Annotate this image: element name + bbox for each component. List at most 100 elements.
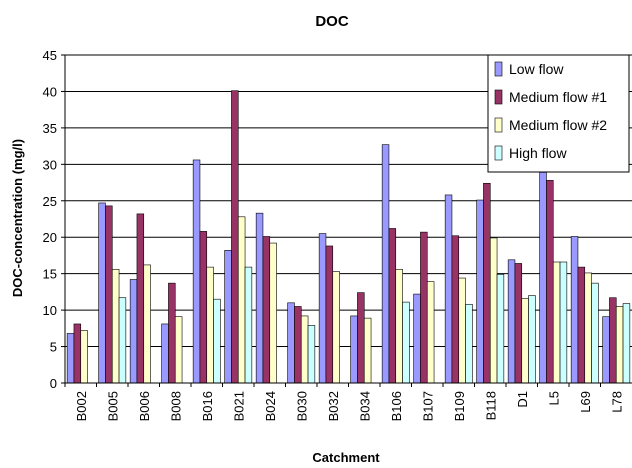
bar-D1-low-flow — [507, 259, 516, 384]
x-tick-label: B030 — [294, 391, 309, 421]
legend-swatch — [494, 89, 503, 105]
bar-B016-medium-flow-2 — [206, 266, 214, 384]
bar-B109-medium-flow-2 — [458, 277, 466, 384]
bar-L5-medium-flow-2 — [552, 261, 561, 384]
y-tick-label: 15 — [43, 267, 57, 282]
x-tick-label: D1 — [515, 391, 530, 408]
x-tick-label: B107 — [420, 391, 435, 421]
y-tick-label: 30 — [43, 157, 57, 172]
bar-B118-medium-flow-1 — [483, 182, 491, 384]
x-tick-label: B005 — [105, 391, 120, 421]
bar-L69-high-flow — [591, 282, 599, 384]
bar-L69-medium-flow-2 — [584, 272, 592, 384]
bar-B032-medium-flow-2 — [332, 271, 340, 384]
axes — [61, 54, 632, 387]
y-tick-label: 40 — [43, 84, 57, 99]
legend: Low flow Medium flow #1 Medium flow #2 High… — [487, 54, 630, 173]
bar-B024-low-flow — [255, 212, 264, 384]
bar-B107-low-flow — [413, 293, 421, 384]
legend-swatch — [494, 145, 503, 161]
y-tick-label: 45 — [43, 48, 57, 63]
bar-B106-high-flow — [402, 301, 410, 384]
bar-B005-low-flow — [98, 202, 106, 384]
x-tick-label: B021 — [231, 391, 246, 421]
bar-B008-medium-flow-2 — [174, 316, 183, 384]
x-tick-labels: B002 B005 B006 B008 B016 B021 B024 B030 B032 B034… — [74, 391, 625, 421]
bar-B008-low-flow — [161, 323, 169, 384]
bar-B030-high-flow — [307, 325, 316, 384]
bar-B118-low-flow — [476, 199, 484, 384]
bar-B109-low-flow — [444, 194, 453, 384]
legend-swatch — [494, 61, 503, 77]
legend-box — [487, 54, 630, 173]
bar-B024-medium-flow-2 — [269, 242, 277, 384]
x-tick-label: L69 — [578, 391, 593, 413]
bar-B016-high-flow — [213, 298, 221, 384]
bar-B016-medium-flow-1 — [199, 231, 208, 384]
legend-label: High flow — [509, 145, 567, 161]
legend-label: Medium flow #1 — [509, 89, 607, 105]
bar-B016-low-flow — [192, 159, 201, 384]
chart-title: DOC — [315, 13, 349, 30]
y-tick-label: 10 — [43, 303, 57, 318]
bar-B106-medium-flow-2 — [395, 268, 403, 384]
x-tick-label: B032 — [326, 391, 341, 421]
bar-L5-high-flow — [559, 261, 568, 384]
bar-B021-low-flow — [224, 250, 232, 384]
x-tick-label: B006 — [137, 391, 152, 421]
bar-B005-medium-flow-2 — [111, 268, 120, 384]
x-tick-label: B109 — [452, 391, 467, 421]
bar-L78-medium-flow-2 — [615, 306, 624, 384]
bar-L69-medium-flow-1 — [577, 266, 586, 384]
bar-B005-medium-flow-1 — [105, 205, 113, 384]
bar-B034-medium-flow-2 — [363, 317, 372, 384]
bar-L78-medium-flow-1 — [609, 297, 617, 384]
x-tick-label: B118 — [483, 391, 498, 420]
bar-B107-medium-flow-1 — [420, 231, 428, 384]
bar-B034-medium-flow-1 — [357, 292, 365, 384]
x-tick-label: B034 — [357, 391, 372, 421]
bar-B021-medium-flow-2 — [237, 216, 246, 384]
bar-B109-medium-flow-1 — [451, 235, 460, 384]
bar-B118-high-flow — [496, 274, 505, 384]
x-tick-label: L78 — [609, 391, 624, 413]
bar-B034-low-flow — [350, 315, 358, 384]
legend-label: Medium flow #2 — [509, 117, 607, 133]
bar-L78-low-flow — [602, 316, 610, 384]
y-tick-label: 5 — [50, 340, 57, 355]
bar-B106-low-flow — [381, 144, 390, 384]
bar-group — [66, 90, 631, 384]
y-axis-label: DOC-concentration (mg/l) — [10, 139, 25, 297]
bar-B002-medium-flow-2 — [80, 330, 88, 384]
bar-B030-medium-flow-2 — [300, 315, 309, 384]
bar-B024-medium-flow-1 — [262, 236, 271, 384]
y-tick-label: 0 — [50, 376, 57, 391]
bar-B107-medium-flow-2 — [426, 281, 435, 384]
bar-L69-low-flow — [570, 236, 579, 384]
x-tick-label: B106 — [389, 391, 404, 421]
x-tick-label: B008 — [168, 391, 183, 421]
bar-L78-high-flow — [622, 303, 631, 384]
y-tick-label: 35 — [43, 121, 57, 136]
x-tick-label: B016 — [200, 391, 215, 421]
bar-B109-high-flow — [465, 303, 473, 384]
bar-B021-high-flow — [244, 266, 253, 384]
bar-D1-medium-flow-2 — [521, 298, 529, 384]
legend-label: Low flow — [509, 61, 564, 77]
bar-D1-high-flow — [528, 295, 536, 384]
y-tick-label: 20 — [43, 230, 57, 245]
bar-B032-medium-flow-1 — [325, 245, 334, 384]
bar-B021-medium-flow-1 — [231, 90, 239, 384]
bar-B006-low-flow — [129, 279, 138, 384]
x-tick-label: B002 — [74, 391, 89, 421]
bar-L5-low-flow — [539, 172, 547, 384]
x-tick-label: L5 — [546, 391, 561, 405]
x-axis-label: Catchment — [312, 450, 380, 465]
bar-D1-medium-flow-1 — [514, 263, 523, 384]
y-tick-label: 25 — [43, 194, 57, 209]
bar-B030-medium-flow-1 — [294, 306, 302, 384]
x-tick-label: B024 — [263, 391, 278, 421]
bar-B002-low-flow — [66, 333, 75, 384]
bar-B032-low-flow — [318, 233, 327, 384]
